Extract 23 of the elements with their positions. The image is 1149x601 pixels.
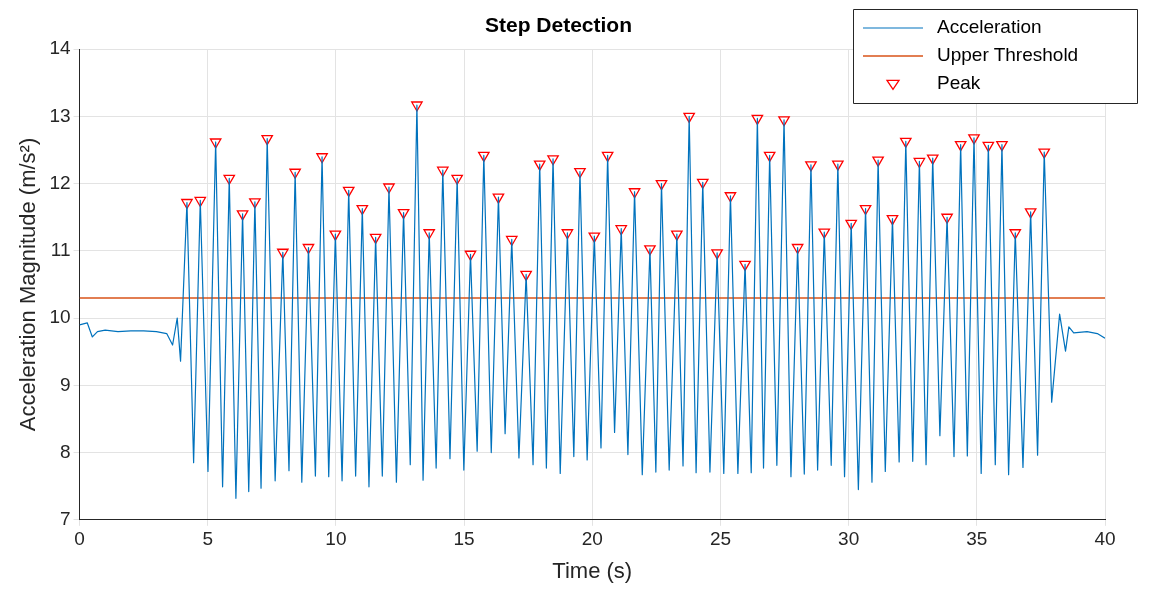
x-tick-label: 35 [966, 528, 988, 550]
y-tick-label: 9 [59, 373, 71, 395]
legend-label: Acceleration [937, 16, 1042, 38]
y-tick-label: 8 [59, 440, 71, 462]
x-tick-label: 40 [1094, 528, 1116, 550]
x-tick-label: 20 [581, 528, 603, 550]
x-tick-label: 30 [838, 528, 860, 550]
y-axis-title: Acceleration Magnitude (m/s²) [15, 137, 41, 432]
x-tick-label: 5 [202, 528, 214, 550]
x-axis-title: Time (s) [552, 557, 633, 583]
x-tick-label: 25 [709, 528, 732, 550]
y-tick-label: 13 [49, 104, 71, 126]
x-tick-label: 10 [325, 528, 347, 550]
y-tick-label: 14 [49, 37, 71, 59]
y-tick-label: 7 [59, 508, 71, 530]
y-tick-label: 11 [50, 239, 71, 261]
legend-label: Peak [937, 72, 981, 94]
x-tick-label: 0 [74, 528, 85, 550]
y-tick-label: 10 [49, 306, 71, 328]
x-tick-label: 15 [453, 528, 475, 550]
legend-label: Upper Threshold [937, 44, 1079, 66]
chart-title: Step Detection [484, 13, 633, 37]
y-tick-label: 12 [49, 171, 71, 193]
